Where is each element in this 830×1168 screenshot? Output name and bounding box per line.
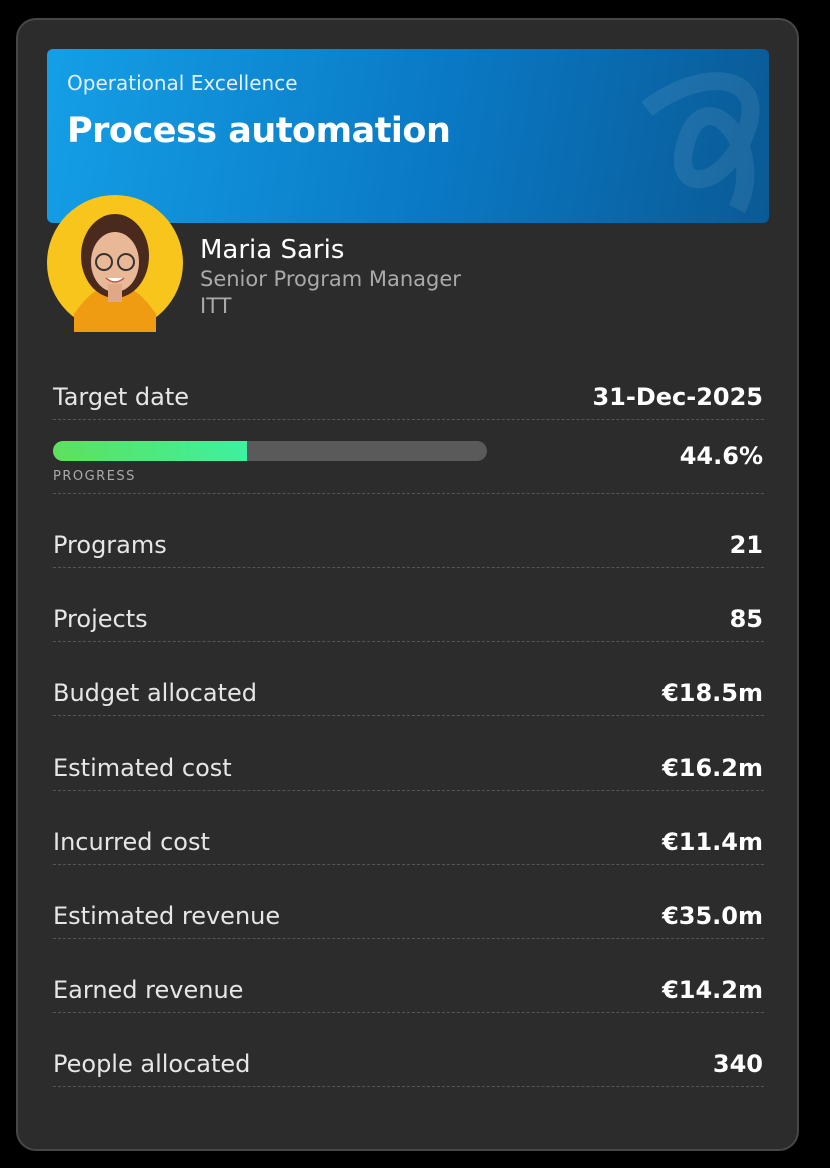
divider: [53, 938, 764, 939]
row-value: 340: [712, 1050, 763, 1079]
progress-label: PROGRESS: [53, 469, 136, 484]
divider: [53, 789, 764, 791]
row-value: €14.2m: [662, 976, 763, 1005]
divider: [53, 419, 764, 420]
row-value: €16.2m: [662, 753, 763, 782]
row-value: 21: [729, 531, 763, 559]
divider: [53, 493, 764, 494]
divider: [53, 1012, 764, 1014]
row-value: €11.4m: [662, 827, 763, 856]
target-label: Target date: [53, 383, 189, 411]
row-value: €35.0m: [662, 902, 763, 930]
person-org: ITT: [200, 294, 232, 318]
divider: [53, 567, 764, 568]
row-label: Estimated cost: [53, 753, 232, 782]
row-label: Budget allocated: [53, 679, 257, 708]
progress-track: [53, 441, 487, 461]
avatar: [47, 195, 183, 332]
row-label: People allocated: [53, 1050, 251, 1079]
row-value: 85: [729, 605, 763, 634]
row-label: Earned revenue: [53, 976, 244, 1005]
banner: Operational Excellence Process automatio…: [47, 49, 769, 223]
divider: [53, 641, 764, 643]
progress-fill: [53, 441, 247, 461]
category: Operational Excellence: [67, 71, 298, 95]
target-value: 31-Dec-2025: [592, 383, 763, 411]
row-label: Programs: [53, 531, 167, 559]
banner-decoration: [641, 72, 760, 214]
row-value: €18.5m: [662, 679, 763, 708]
row-label: Incurred cost: [53, 827, 210, 856]
row-label: Estimated revenue: [53, 902, 281, 930]
divider: [53, 715, 764, 717]
person-name: Maria Saris: [200, 235, 345, 265]
divider: [53, 1086, 764, 1088]
divider: [53, 863, 764, 865]
progress-value: 44.6%: [679, 442, 763, 470]
row-label: Projects: [53, 605, 148, 634]
title: Process automation: [67, 111, 451, 151]
person-role: Senior Program Manager: [200, 267, 461, 291]
